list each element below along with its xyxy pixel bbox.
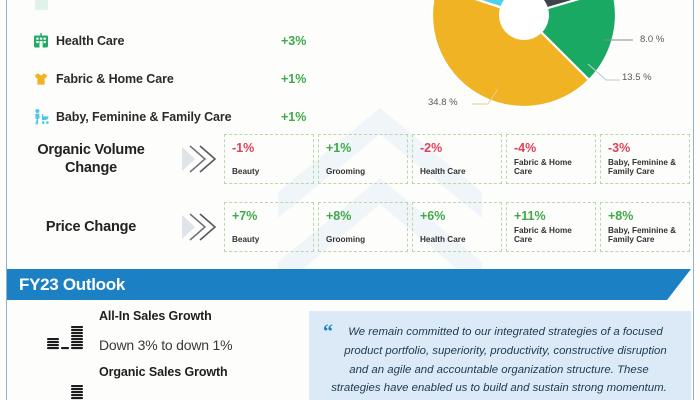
- segment-label-partial: [56, 0, 59, 10]
- cell-value: -2%: [420, 141, 443, 155]
- segment-growth-list: Health Care +3% Fabric & Home Care +1%: [26, 0, 326, 136]
- price-change-row: Price Change +7% Beauty +8% Grooming +6%…: [6, 196, 694, 258]
- quote-text-block: “We remain committed to our integrated s…: [323, 321, 675, 400]
- metric-cell[interactable]: +1% Grooming: [318, 134, 408, 184]
- segment-label: Fabric & Home Care: [56, 72, 174, 86]
- cell-label: Beauty: [232, 167, 260, 177]
- cell-label: Baby, Feminine & Family Care: [608, 157, 677, 177]
- metric-cell[interactable]: +11% Fabric & Home Care: [506, 202, 596, 252]
- hospital-icon: [26, 32, 56, 50]
- partial-icon: [26, 0, 56, 12]
- metric-cell[interactable]: +6% Health Care: [412, 202, 502, 252]
- cell-value: +6%: [420, 209, 446, 223]
- segment-label: Health Care: [56, 34, 125, 48]
- donut-label-grooming: 8.0 %: [640, 34, 665, 45]
- fy23-outlook-banner: FY23 Outlook: [7, 269, 691, 300]
- outlook-item-all-in-sales-growth: All-In Sales Growth Down 3% to down 1%: [37, 309, 233, 355]
- quote-mark-icon: “: [323, 321, 333, 343]
- segment-label: Baby, Feminine & Family Care: [56, 110, 232, 124]
- segment-value: +1%: [281, 110, 307, 124]
- cell-label: Grooming: [326, 167, 366, 177]
- metric-title-line1: Organic Volume: [37, 141, 145, 158]
- segment-value: +3%: [281, 34, 307, 48]
- organic-volume-cells: -1% Beauty +1% Grooming -2% Health Care …: [224, 134, 694, 184]
- leader-line-135: [587, 63, 620, 81]
- metric-cell[interactable]: +8% Grooming: [318, 202, 408, 252]
- segment-row[interactable]: Baby, Feminine & Family Care +1%: [26, 98, 326, 136]
- coin-stack-icon: [37, 309, 93, 355]
- cell-label: Grooming: [326, 235, 366, 245]
- fy23-outlook-body: All-In Sales Growth Down 3% to down 1%: [7, 303, 693, 400]
- banner-title: FY23 Outlook: [19, 274, 125, 294]
- cell-label: Beauty: [232, 235, 260, 245]
- family-icon: [26, 108, 56, 126]
- coin-stack-icon: [37, 365, 93, 400]
- outlook-item-heading: All-In Sales Growth: [99, 309, 212, 323]
- metric-cell[interactable]: -3% Baby, Feminine & Family Care: [600, 134, 690, 184]
- cell-label: Health Care: [420, 167, 466, 177]
- metric-cell[interactable]: +7% Beauty: [224, 202, 314, 252]
- cell-value: +8%: [326, 209, 352, 223]
- page-right-rule: [693, 0, 694, 400]
- metric-cell[interactable]: -4% Fabric & Home Care: [506, 134, 596, 184]
- chevron-right-icon: [176, 205, 224, 249]
- net-sales-donut-chart: 8.0 % 13.5 % 34.8 %: [420, 0, 700, 122]
- donut-svg: [430, 0, 633, 109]
- outlook-item-text: Organic Sales Growth: [93, 365, 228, 393]
- cell-label: Baby, Feminine & Family Care: [608, 225, 677, 245]
- page-left-rule: [6, 0, 7, 400]
- cell-label: Fabric & Home Care: [514, 225, 572, 245]
- cell-label: Health Care: [420, 235, 466, 245]
- segment-row[interactable]: Health Care +3%: [26, 22, 326, 60]
- metric-cell[interactable]: +8% Baby, Feminine & Family Care: [600, 202, 690, 252]
- shirt-icon: [26, 70, 56, 88]
- segment-row-partial: [26, 0, 326, 22]
- price-change-cells: +7% Beauty +8% Grooming +6% Health Care …: [224, 202, 694, 252]
- donut-label-health-care: 13.5 %: [622, 72, 652, 83]
- metric-cell[interactable]: -1% Beauty: [224, 134, 314, 184]
- metric-title-line2: Change: [65, 160, 117, 176]
- cell-label: Fabric & Home Care: [514, 157, 572, 177]
- cell-value: +8%: [608, 209, 634, 223]
- metric-cell[interactable]: -2% Health Care: [412, 134, 502, 184]
- quote-text: We remain committed to our integrated st…: [331, 326, 667, 395]
- banner-background: [7, 269, 691, 300]
- segment-value: +1%: [281, 72, 307, 86]
- outlook-item-heading: Organic Sales Growth: [99, 365, 228, 379]
- chevron-right-icon: [176, 137, 224, 181]
- ceo-quote-card: “We remain committed to our integrated s…: [309, 311, 691, 400]
- cell-value: +11%: [514, 209, 546, 223]
- outlook-item-value: Down 3% to down 1%: [99, 337, 233, 353]
- cell-value: +1%: [326, 141, 352, 155]
- price-change-title: Price Change: [45, 218, 137, 235]
- organic-volume-change-row: Organic Volume Change -1% Beauty +1% Gro…: [6, 128, 694, 190]
- cell-value: -1%: [232, 141, 255, 155]
- donut-label-fabric-home-care: 34.8 %: [428, 97, 458, 108]
- outlook-item-organic-sales-growth: Organic Sales Growth: [37, 365, 228, 400]
- leader-line-348: [472, 88, 499, 105]
- outlook-item-text: All-In Sales Growth Down 3% to down 1%: [93, 309, 233, 353]
- organic-volume-change-title: Organic Volume Change: [6, 141, 176, 177]
- cell-value: -3%: [608, 141, 631, 155]
- cell-value: +7%: [232, 209, 258, 223]
- cell-value: -4%: [514, 141, 537, 155]
- segment-row[interactable]: Fabric & Home Care +1%: [26, 60, 326, 98]
